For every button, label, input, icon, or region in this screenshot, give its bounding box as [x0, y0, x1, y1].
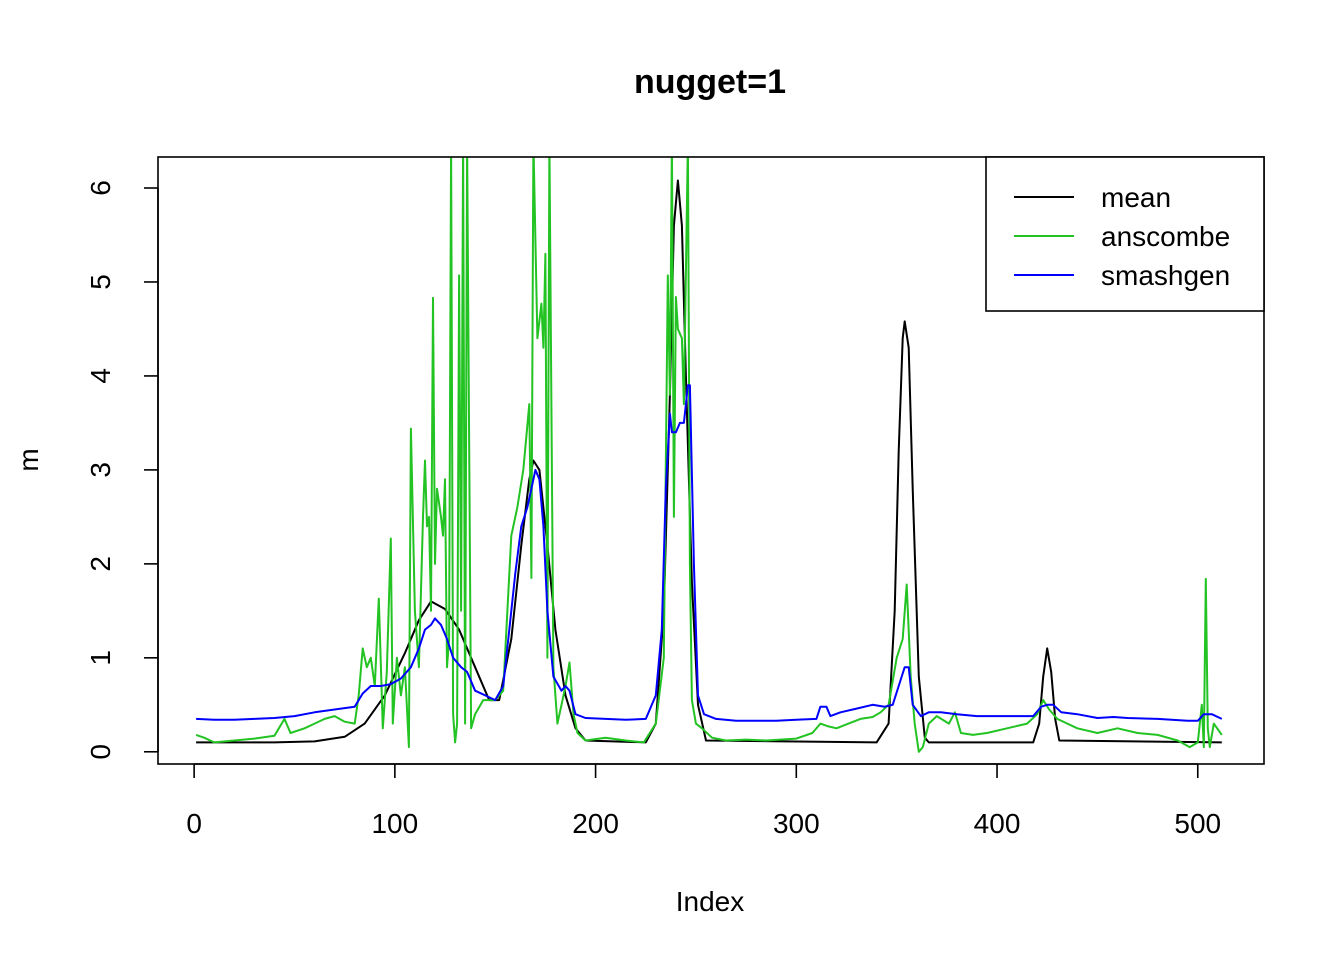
- x-tick-label: 0: [186, 808, 202, 839]
- y-axis: 0 1 2 3 4 5 6: [85, 180, 159, 760]
- y-tick-label: 3: [85, 462, 116, 478]
- legend-label-mean: mean: [1101, 182, 1171, 213]
- y-tick-label: 1: [85, 650, 116, 666]
- y-axis-label: m: [13, 448, 44, 471]
- y-tick-label: 2: [85, 556, 116, 572]
- x-tick-label: 300: [773, 808, 820, 839]
- y-tick-label: 0: [85, 744, 116, 760]
- series-layer: [195, 157, 1223, 753]
- legend-label-smashgen: smashgen: [1101, 260, 1230, 291]
- y-tick-label: 4: [85, 368, 116, 384]
- x-axis: 0 100 200 300 400 500: [186, 763, 1221, 839]
- x-tick-label: 200: [572, 808, 619, 839]
- y-tick-label: 6: [85, 180, 116, 196]
- x-tick-label: 100: [371, 808, 418, 839]
- x-axis-label: Index: [676, 886, 745, 917]
- y-tick-label: 5: [85, 274, 116, 290]
- x-tick-label: 500: [1174, 808, 1221, 839]
- legend-box: [985, 156, 1265, 312]
- x-tick-label: 400: [974, 808, 1021, 839]
- series-line-smashgen: [196, 384, 1223, 722]
- legend: mean anscombe smashgen: [985, 156, 1265, 312]
- series-line-anscombe: [195, 157, 1223, 753]
- chart-title: nugget=1: [634, 63, 786, 101]
- legend-label-anscombe: anscombe: [1101, 221, 1230, 252]
